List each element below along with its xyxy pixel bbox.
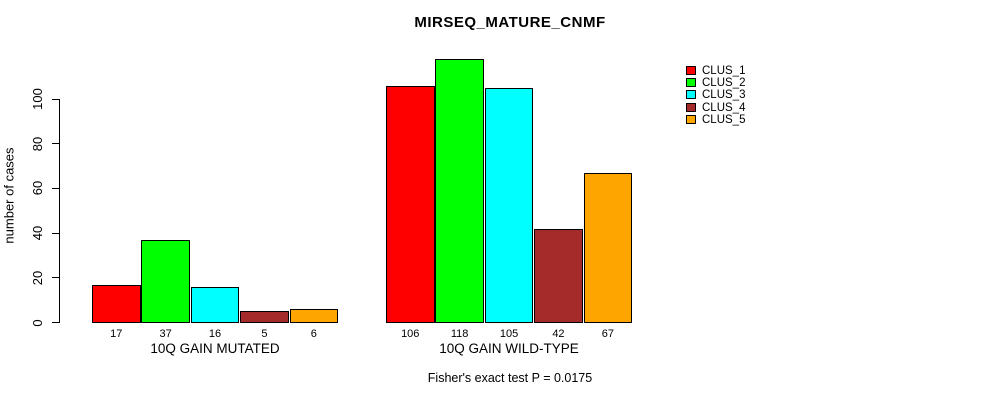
bar-clus_1 [386,85,435,324]
y-axis-line [59,99,60,323]
legend-color-swatch [686,77,696,87]
y-tick-label: 40 [30,225,45,241]
bar-clus_2 [141,239,190,324]
legend-color-swatch [686,90,696,100]
legend-label: CLUS_3 [702,89,746,102]
bar-value-label: 42 [552,327,565,340]
bar-clus_2 [435,58,484,324]
y-tick-mark [52,232,59,234]
bar-value-label: 105 [499,327,519,340]
y-tick-label: 0 [30,318,45,327]
legend-label: CLUS_2 [702,76,746,89]
legend-color-swatch [686,65,696,75]
bar-value-label: 5 [261,327,268,340]
y-tick-mark [52,322,59,323]
y-tick-label: 20 [30,270,45,286]
bar-value-label: 118 [450,327,469,340]
bar-clus_1 [92,284,141,324]
x-group-label: 10Q GAIN MUTATED [150,341,280,356]
chart-title: MIRSEQ_MATURE_CNMF [414,14,606,31]
bar-value-label: 106 [401,327,420,340]
y-tick-label: 100 [30,88,45,110]
legend-label: CLUS_1 [702,64,746,77]
legend-color-swatch [686,115,696,125]
x-group-label: 10Q GAIN WILD-TYPE [439,341,579,356]
bar-value-label: 16 [208,327,222,340]
bar-clus_5 [289,309,339,324]
y-tick-mark [52,98,59,100]
legend-label: CLUS_5 [702,114,746,127]
legend-label: CLUS_4 [702,101,746,114]
y-tick-mark [52,187,59,189]
bar-clus_3 [190,286,240,324]
bar-clus_4 [534,228,583,324]
bar-clus_4 [240,311,289,324]
bar-value-label: 37 [159,327,172,340]
y-tick-mark [52,277,59,279]
bar-clus_5 [583,172,633,324]
y-axis-label: number of cases [1,147,17,244]
y-tick-label: 60 [30,181,45,196]
bar-value-label: 17 [110,327,123,340]
bar-value-label: 67 [601,327,614,340]
bar-value-label: 6 [310,327,317,340]
y-tick-mark [52,143,59,145]
legend-color-swatch [686,102,696,112]
y-tick-label: 80 [30,136,45,151]
fisher-test-caption: Fisher's exact test P = 0.0175 [427,371,593,385]
bar-clus_3 [484,87,534,324]
